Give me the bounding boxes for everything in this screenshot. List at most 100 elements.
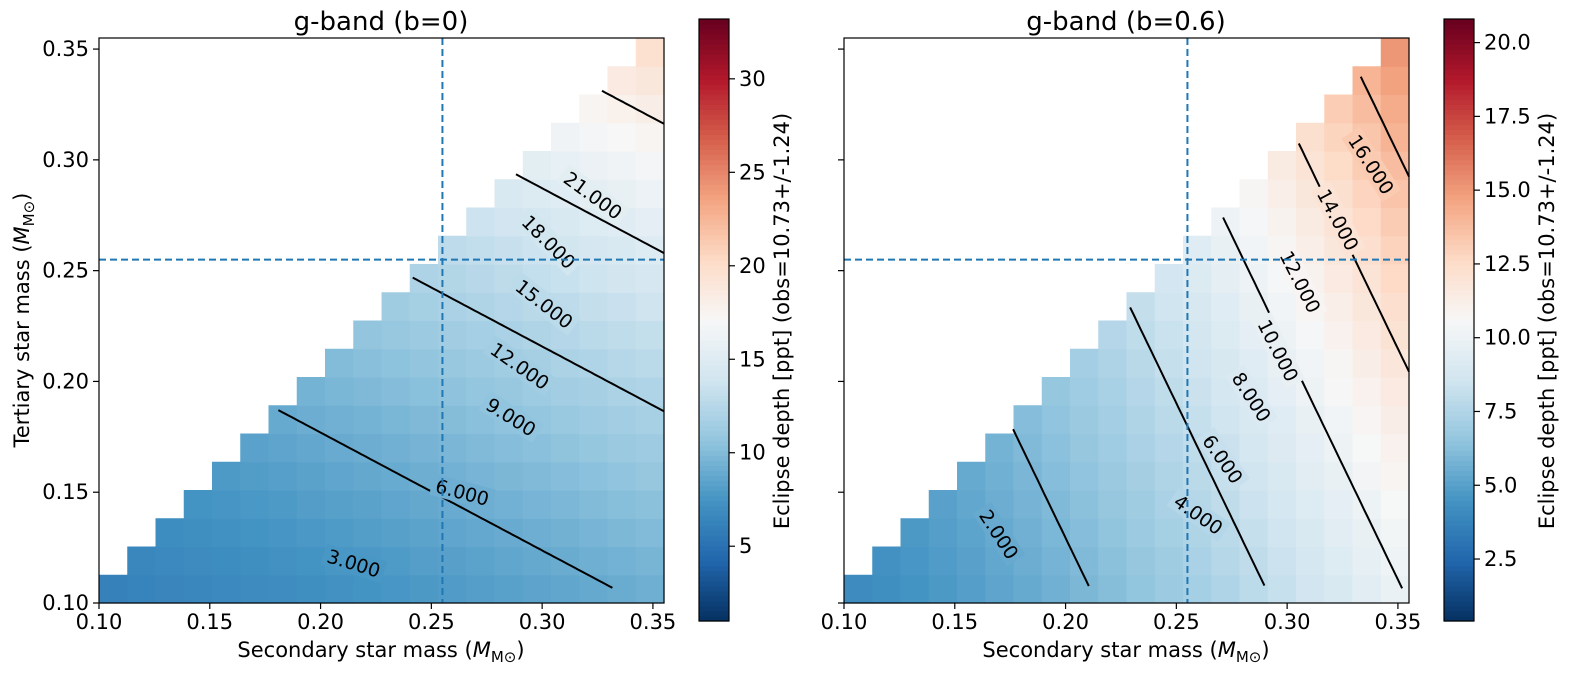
colorbar-segment [1444,69,1474,75]
heatmap-cell [1267,574,1297,604]
heatmap-cell [579,433,609,463]
heatmap-cell [1296,461,1325,491]
heatmap-cell [635,320,665,350]
colorbar-segment [1444,495,1474,502]
heatmap-cell [1267,433,1297,463]
heatmap-cell [522,490,552,519]
x-tick-label: 0.25 [408,610,455,634]
heatmap-cell [381,490,411,519]
heatmap-cell [409,405,439,435]
heatmap-cell [353,490,383,519]
colorbar-segment [699,520,729,527]
heatmap-cell [325,377,354,406]
heatmap-cell [1070,348,1099,378]
heatmap-cell [579,490,609,519]
heatmap-cell [1239,207,1269,237]
heatmap-cell [579,377,609,406]
contour-line [1129,306,1266,587]
heatmap-cell [607,122,637,152]
colorbar-segment [1444,585,1474,592]
heatmap-cell [1126,320,1156,350]
colorbar-segment [1444,465,1474,472]
colorbar-segment [1444,34,1474,40]
colorbar-label: Eclipse depth [ppt] (obs=10.73+/-1.24) [1535,113,1559,529]
colorbar-segment [1444,405,1474,411]
heatmap-cell [1013,574,1043,604]
colorbar-segment [1444,510,1474,517]
heatmap-cell [579,518,609,548]
x-tick-label: 0.35 [1375,610,1422,634]
colorbar-segment [699,49,729,55]
heatmap-cell [1211,546,1241,576]
heatmap-cell [1041,433,1071,463]
colorbar-segment [1444,24,1474,30]
heatmap-cell [872,574,902,604]
colorbar-segment [699,595,729,602]
heatmap-cell [1296,433,1325,463]
heatmap-cell [1352,207,1382,237]
heatmap-cell [607,94,637,124]
colorbar-segment [699,430,729,436]
heatmap-cell [155,574,185,604]
heatmap-cell [296,433,326,463]
heatmap-cell [466,574,496,604]
colorbar-segment [1444,390,1474,396]
heatmap-cell [1126,574,1156,604]
heatmap-cell [1098,461,1128,491]
colorbar-label: Eclipse depth [ppt] (obs=10.73+/-1.24) [770,113,794,529]
heatmap-cell [635,264,665,293]
colorbar-segment [699,540,729,547]
heatmap-cell [1380,546,1410,576]
colorbar-segment [1444,259,1474,266]
colorbar-segment [1444,289,1474,296]
heatmap-cell [1267,461,1297,491]
heatmap-cell [522,151,552,180]
heatmap-cell [635,122,665,152]
colorbar-segment [1444,440,1474,447]
x-tick-label: 0.25 [1153,610,1200,634]
colorbar-segment [699,179,729,186]
heatmap-cell [1239,574,1269,604]
heatmap-cell [1296,377,1325,406]
heatmap-cell [1070,461,1099,491]
x-tick-label: 0.30 [519,610,566,634]
colorbar-tick-label: 20.0 [1484,31,1531,55]
colorbar-segment [699,119,729,125]
contour-label-bg [482,335,558,397]
heatmap-cell [296,490,326,519]
colorbar-segment [699,470,729,477]
colorbar-segment [699,79,729,85]
colorbar-segment [1444,450,1474,457]
heatmap-cell [607,461,637,491]
colorbar-segment [1444,340,1474,346]
heatmap-cell [1296,207,1325,237]
heatmap-cell [1352,433,1382,463]
x-axis-label: Secondary star mass (MM⊙) [982,638,1269,666]
colorbar-segment [1444,264,1474,271]
colorbar-segment [699,99,729,105]
heatmap-cell [325,405,354,435]
heatmap-cell [579,405,609,435]
heatmap-cell [1098,518,1128,548]
colorbar-segment [1444,420,1474,426]
colorbar-segment [1444,375,1474,381]
heatmap-cell [409,546,439,576]
heatmap-cell [1098,320,1128,350]
x-axis-label: Secondary star mass (MM⊙) [237,638,524,666]
colorbar-segment [699,264,729,271]
colorbar-segment [699,355,729,361]
heatmap-cell [409,348,439,378]
heatmap-cell [1239,264,1269,293]
heatmap-cell [268,574,298,604]
heatmap-cell [381,292,411,322]
colorbar-tick-label: 5.0 [1484,473,1517,497]
axes-frame [843,37,1410,604]
colorbar-segment [1444,284,1474,291]
heatmap-cell [635,38,665,67]
heatmap-cell [1126,377,1156,406]
heatmap-cell [1380,292,1410,322]
colorbar-segment [699,490,729,497]
heatmap-cell [409,433,439,463]
heatmap-cell [607,574,637,604]
